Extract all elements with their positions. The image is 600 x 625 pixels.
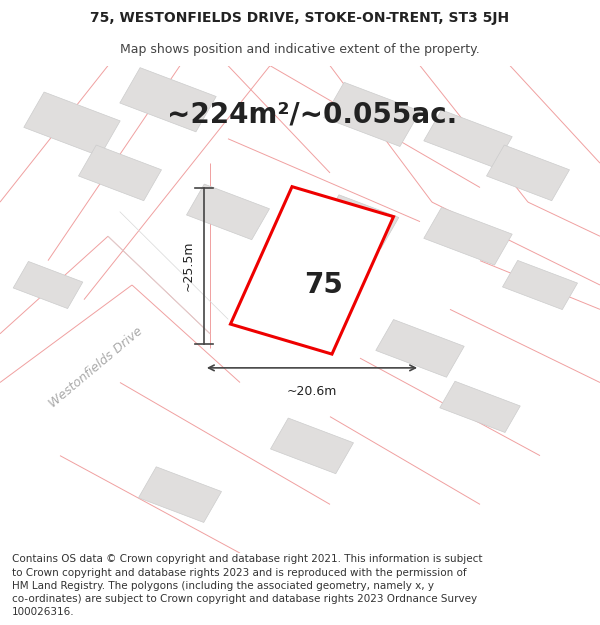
Text: Contains OS data © Crown copyright and database right 2021. This information is : Contains OS data © Crown copyright and d… [12, 554, 482, 618]
Polygon shape [271, 418, 353, 474]
Polygon shape [487, 145, 569, 201]
Text: ~224m²/~0.055ac.: ~224m²/~0.055ac. [167, 101, 457, 128]
Polygon shape [502, 261, 578, 309]
Polygon shape [230, 187, 394, 354]
Text: ~25.5m: ~25.5m [182, 240, 195, 291]
Text: 75: 75 [305, 271, 343, 299]
Polygon shape [120, 68, 216, 132]
Polygon shape [139, 467, 221, 522]
Text: 75, WESTONFIELDS DRIVE, STOKE-ON-TRENT, ST3 5JH: 75, WESTONFIELDS DRIVE, STOKE-ON-TRENT, … [91, 11, 509, 26]
Polygon shape [440, 381, 520, 432]
Text: ~20.6m: ~20.6m [287, 385, 337, 398]
Polygon shape [24, 92, 120, 156]
Text: Map shows position and indicative extent of the property.: Map shows position and indicative extent… [120, 42, 480, 56]
Polygon shape [376, 319, 464, 378]
Polygon shape [13, 261, 83, 309]
Text: Westonfields Drive: Westonfields Drive [47, 325, 145, 411]
Polygon shape [324, 82, 420, 146]
Polygon shape [424, 110, 512, 168]
Polygon shape [79, 145, 161, 201]
Polygon shape [321, 195, 399, 248]
Polygon shape [187, 184, 269, 240]
Polygon shape [274, 206, 362, 296]
Polygon shape [424, 208, 512, 265]
